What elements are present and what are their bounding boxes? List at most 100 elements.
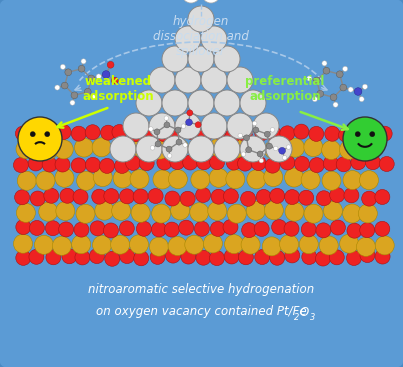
Circle shape	[188, 136, 214, 162]
Circle shape	[183, 155, 198, 170]
Circle shape	[28, 156, 43, 171]
Circle shape	[46, 250, 61, 265]
Circle shape	[152, 204, 170, 223]
Circle shape	[252, 121, 257, 126]
Circle shape	[149, 67, 175, 93]
Circle shape	[78, 65, 85, 72]
Circle shape	[339, 140, 359, 159]
Circle shape	[347, 251, 361, 265]
Circle shape	[299, 235, 318, 254]
Circle shape	[29, 127, 44, 142]
Circle shape	[91, 95, 96, 100]
Circle shape	[196, 155, 212, 170]
Circle shape	[71, 92, 78, 99]
Circle shape	[242, 223, 257, 238]
Circle shape	[128, 127, 143, 142]
Circle shape	[13, 157, 29, 172]
Text: on oxygen vacancy contained Pt/Fe: on oxygen vacancy contained Pt/Fe	[96, 305, 306, 319]
Circle shape	[46, 221, 60, 236]
Circle shape	[81, 59, 86, 64]
Circle shape	[62, 249, 77, 264]
Circle shape	[362, 84, 368, 89]
Circle shape	[93, 236, 112, 254]
Circle shape	[182, 0, 200, 3]
Circle shape	[107, 61, 114, 68]
Circle shape	[243, 135, 249, 141]
Circle shape	[265, 158, 280, 173]
Circle shape	[356, 237, 376, 256]
Circle shape	[226, 170, 245, 189]
Circle shape	[202, 0, 220, 3]
Circle shape	[181, 249, 196, 264]
Circle shape	[150, 237, 168, 256]
Circle shape	[262, 237, 281, 256]
Circle shape	[72, 235, 91, 254]
Circle shape	[101, 125, 116, 140]
Circle shape	[36, 171, 55, 190]
Circle shape	[184, 124, 199, 139]
Circle shape	[93, 168, 112, 186]
Circle shape	[227, 204, 246, 223]
Circle shape	[88, 75, 95, 82]
Circle shape	[209, 168, 228, 187]
Circle shape	[185, 235, 204, 254]
Circle shape	[323, 156, 338, 171]
Circle shape	[102, 71, 110, 78]
Circle shape	[164, 116, 168, 120]
Circle shape	[55, 157, 70, 172]
Circle shape	[30, 191, 45, 206]
Circle shape	[175, 113, 201, 139]
Circle shape	[30, 131, 35, 137]
Circle shape	[247, 170, 266, 189]
Circle shape	[214, 90, 240, 116]
Text: O: O	[300, 305, 309, 319]
Circle shape	[208, 201, 227, 221]
Circle shape	[272, 219, 287, 235]
Circle shape	[181, 124, 186, 128]
Circle shape	[286, 145, 291, 149]
Circle shape	[284, 221, 299, 236]
Circle shape	[134, 251, 149, 266]
Circle shape	[168, 236, 187, 255]
Circle shape	[84, 88, 91, 95]
Circle shape	[190, 203, 209, 222]
Circle shape	[111, 235, 130, 254]
Circle shape	[251, 156, 266, 171]
Circle shape	[29, 249, 44, 264]
Circle shape	[304, 138, 323, 157]
Circle shape	[136, 90, 162, 116]
Circle shape	[75, 138, 93, 157]
Text: nitroaromatic selective hydrogenation: nitroaromatic selective hydrogenation	[88, 283, 314, 295]
Circle shape	[168, 170, 187, 189]
Circle shape	[198, 127, 213, 142]
Circle shape	[85, 157, 100, 172]
Circle shape	[347, 223, 362, 238]
Circle shape	[294, 124, 309, 139]
Circle shape	[187, 110, 193, 116]
Circle shape	[280, 235, 299, 254]
Circle shape	[16, 219, 31, 235]
Circle shape	[150, 146, 155, 150]
Circle shape	[360, 248, 375, 262]
Circle shape	[246, 201, 265, 220]
Circle shape	[304, 204, 323, 223]
Circle shape	[210, 155, 224, 170]
Circle shape	[18, 117, 62, 161]
Circle shape	[196, 250, 211, 265]
Circle shape	[375, 189, 390, 204]
Circle shape	[343, 66, 348, 72]
Circle shape	[343, 204, 361, 223]
Circle shape	[379, 156, 394, 171]
Circle shape	[92, 138, 111, 157]
Circle shape	[54, 140, 73, 159]
Circle shape	[343, 171, 362, 189]
Circle shape	[105, 251, 120, 266]
Circle shape	[76, 204, 95, 223]
Circle shape	[188, 46, 214, 72]
Circle shape	[227, 113, 253, 139]
Circle shape	[175, 127, 181, 133]
Text: hydrogen
dissociation and
spillover: hydrogen dissociation and spillover	[153, 15, 249, 58]
Circle shape	[358, 204, 377, 223]
Circle shape	[224, 235, 243, 254]
Circle shape	[96, 74, 101, 79]
